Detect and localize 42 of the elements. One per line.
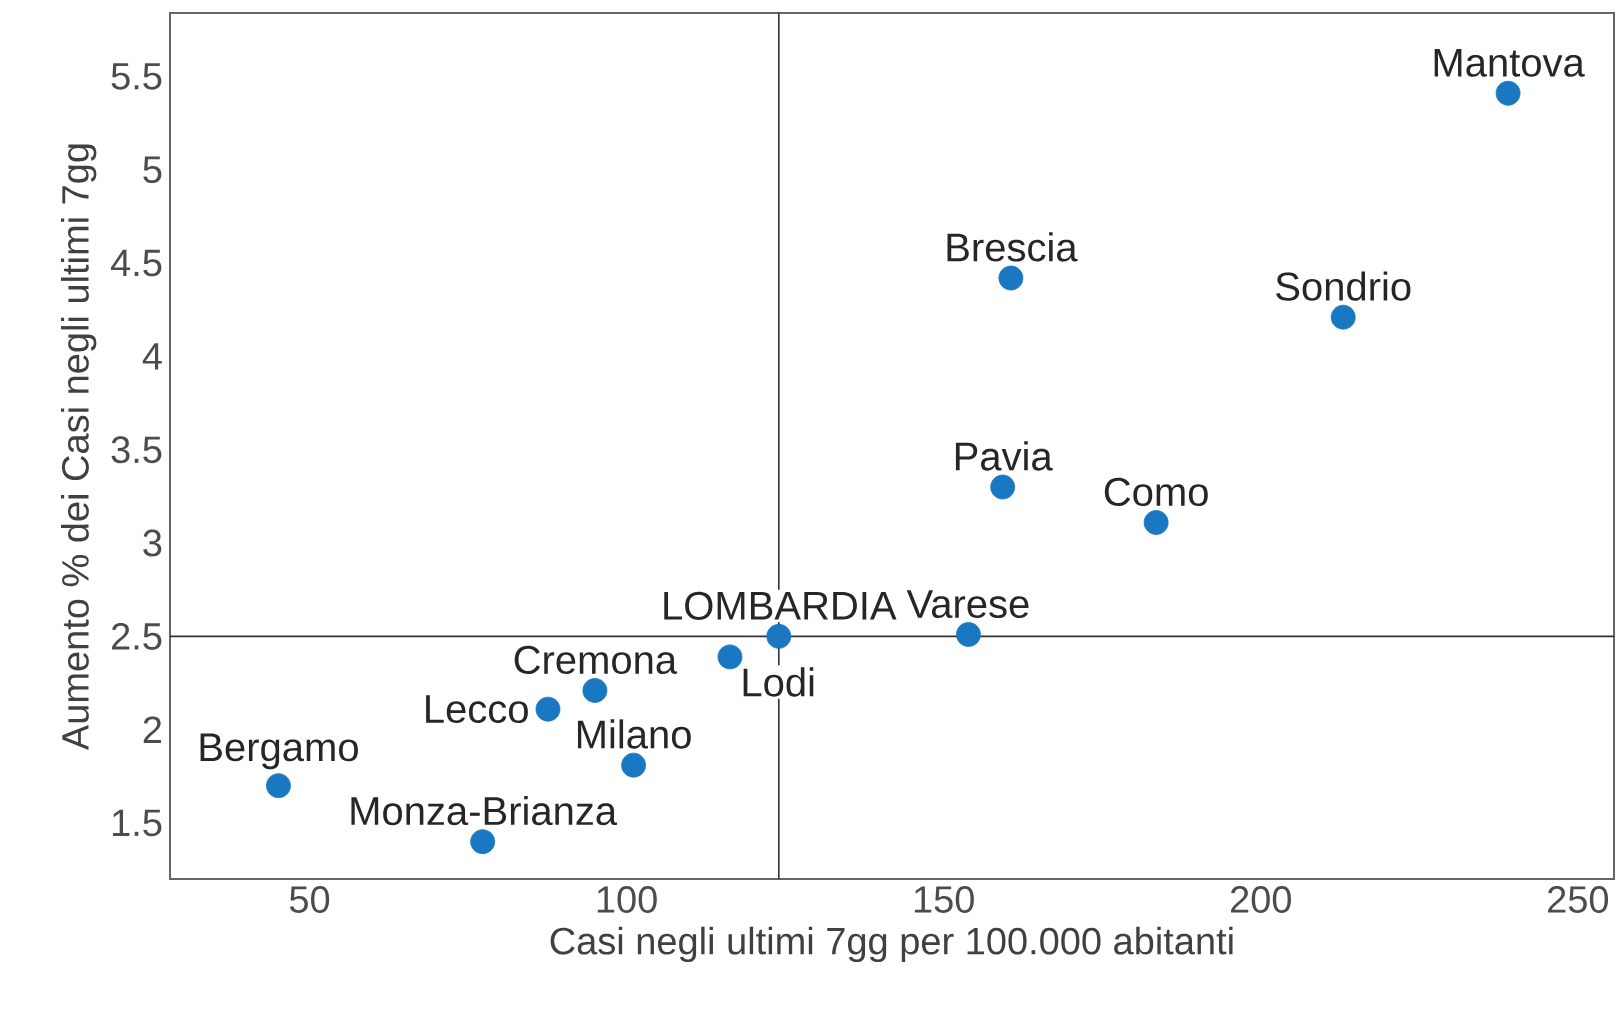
point — [1143, 510, 1169, 535]
point — [621, 752, 646, 778]
point — [582, 678, 608, 703]
annotation: LOMBARDIA — [664, 591, 897, 620]
point — [998, 265, 1024, 291]
point — [1330, 304, 1356, 330]
y-tick-label: 2.5 — [112, 622, 162, 650]
x-tick-label: 150 — [914, 886, 974, 913]
annotation: Como — [1104, 477, 1208, 507]
point — [990, 474, 1016, 500]
annotation: Sondrio — [1276, 271, 1411, 301]
x-tick-label: 50 — [289, 886, 330, 913]
annotation: Varese — [906, 590, 1029, 619]
point — [1495, 80, 1521, 106]
point — [266, 773, 291, 799]
x-tick-label: 250 — [1548, 886, 1609, 913]
point — [717, 644, 743, 670]
y-tick-label: 1.5 — [113, 809, 162, 837]
annotation: Pavia — [955, 441, 1053, 471]
y-tick-label: 5 — [143, 156, 162, 184]
annotation: Lodi — [743, 667, 814, 697]
annotation: Bergamo — [200, 733, 358, 770]
x-tick-label: 200 — [1230, 886, 1291, 913]
x-axis-title: Casi negli ultimi 7gg per 100.000 abitanti — [550, 926, 1233, 963]
annotation: Lecco — [426, 695, 528, 724]
annotation: Mantova — [1434, 48, 1585, 77]
y-axis-title: Aumento % dei Casi negli ultimi 7gg — [60, 144, 97, 751]
y-tick-label: 5.5 — [111, 63, 162, 90]
y-tick-label: 3.5 — [111, 436, 162, 464]
point — [766, 623, 792, 649]
point — [470, 829, 496, 855]
point — [956, 622, 981, 647]
annotation: Milano — [577, 719, 691, 749]
annotation: Monza-Brianza — [351, 795, 618, 826]
annotation: Cremona — [514, 645, 678, 675]
annotation: Brescia — [947, 232, 1078, 262]
y-tick-label: 2 — [143, 716, 162, 743]
y-tick-label: 4 — [142, 343, 162, 370]
point — [535, 696, 561, 722]
y-tick-label: 3 — [143, 529, 162, 557]
x-tick-label: 100 — [597, 886, 657, 913]
y-tick-label: 4.5 — [111, 249, 162, 277]
